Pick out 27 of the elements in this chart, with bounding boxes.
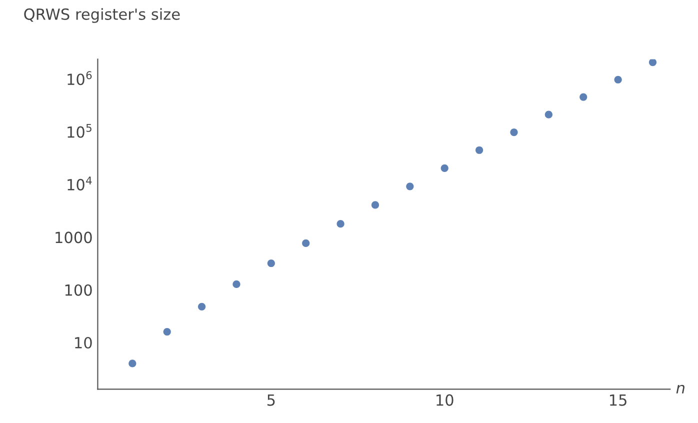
- point: [267, 259, 275, 268]
- point: [510, 128, 518, 136]
- point: [232, 280, 240, 288]
- y-tick-label: 10$^{6}$: [68, 71, 92, 86]
- point: [406, 182, 414, 190]
- point: [302, 239, 310, 248]
- x-tick-label: 10: [436, 394, 454, 406]
- point: [544, 110, 552, 118]
- x-axis-title: n: [676, 384, 684, 394]
- point: [163, 328, 171, 336]
- point: [648, 59, 657, 66]
- point: [614, 76, 622, 84]
- point: [198, 302, 206, 310]
- point: [580, 93, 588, 101]
- y-tick-label: 10: [75, 336, 92, 349]
- point: [440, 164, 448, 172]
- y-tick-label: 10$^{5}$: [68, 124, 92, 138]
- y-tick-label: 100: [65, 284, 92, 296]
- x-tick-label: 15: [610, 394, 626, 406]
- y-tick-label: 10$^{4}$: [68, 176, 92, 190]
- point: [371, 201, 380, 209]
- point: [128, 360, 136, 368]
- x-tick-label: 5: [267, 394, 275, 406]
- point: [475, 146, 484, 154]
- y-tick-label: 1000: [56, 232, 92, 244]
- y-axis-title: QRWS register's size: [24, 8, 180, 23]
- point: [336, 220, 344, 228]
